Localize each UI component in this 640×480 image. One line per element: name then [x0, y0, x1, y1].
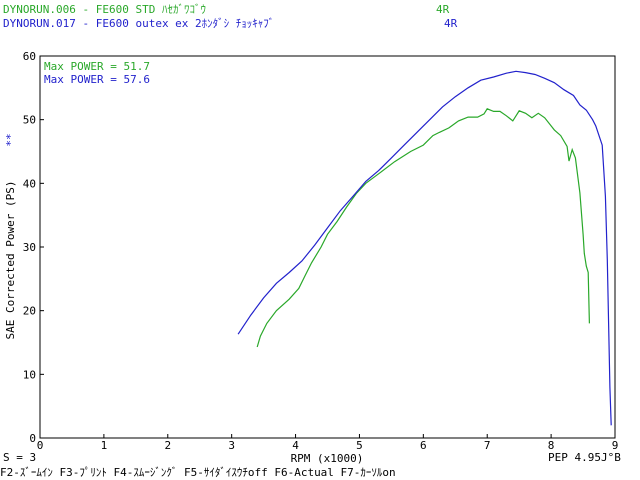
series-line-dynorun-006	[256, 108, 590, 348]
function-key-bar: F2-ｽﾞｰﾑｲﾝ F3-ﾌﾟﾘﾝﾄ F4-ｽﾑｰｼﾞﾝｸﾞ F5-ｻｲﾀﾞｲｽ…	[0, 466, 396, 479]
x-tick-label: 2	[164, 439, 171, 452]
y-tick-label: 40	[23, 177, 36, 190]
run-tag-017: 4R	[444, 17, 458, 30]
pep-label: PEP 4.95J°B	[548, 451, 621, 464]
x-tick-label: 6	[420, 439, 427, 452]
run-tag-006: 4R	[436, 3, 450, 16]
x-tick-label: 3	[228, 439, 235, 452]
max-power-006: Max POWER = 51.7	[44, 60, 150, 73]
x-tick-label: 4	[292, 439, 299, 452]
y-tick-label: 0	[29, 432, 36, 445]
smoothing-label: S = 3	[3, 451, 36, 464]
series-line-dynorun-017	[237, 70, 612, 426]
x-tick-label: 9	[612, 439, 619, 452]
x-tick-label: 7	[484, 439, 491, 452]
run-label-017: DYNORUN.017 - FE600 outex ex 2ﾎﾝﾀﾞｼ ﾁｮｯｷ…	[3, 17, 274, 30]
y-tick-label: 20	[23, 305, 36, 318]
x-tick-label: 1	[101, 439, 108, 452]
y-tick-label: 50	[23, 114, 36, 127]
y-tick-label: 60	[23, 50, 36, 63]
y-tick-label: 10	[23, 368, 36, 381]
x-tick-label: 0	[37, 439, 44, 452]
run-label-006: DYNORUN.006 - FE600 STD ﾊｾｶﾞﾜｺﾞｳ	[3, 3, 206, 16]
max-power-017: Max POWER = 57.6	[44, 73, 150, 86]
x-tick-label: 8	[548, 439, 555, 452]
y-axis-title: SAE Corrected Power (PS)	[4, 181, 17, 340]
y-tick-label: 30	[23, 241, 36, 254]
run-marker: **	[4, 133, 17, 146]
series-lines	[237, 70, 612, 426]
x-axis-title: RPM (x1000)	[291, 452, 364, 465]
x-tick-label: 5	[356, 439, 363, 452]
axis-ticks: 0 1 2 3 4 5 6 7 8 9 0 10 20 30 40 50 60	[23, 50, 619, 452]
